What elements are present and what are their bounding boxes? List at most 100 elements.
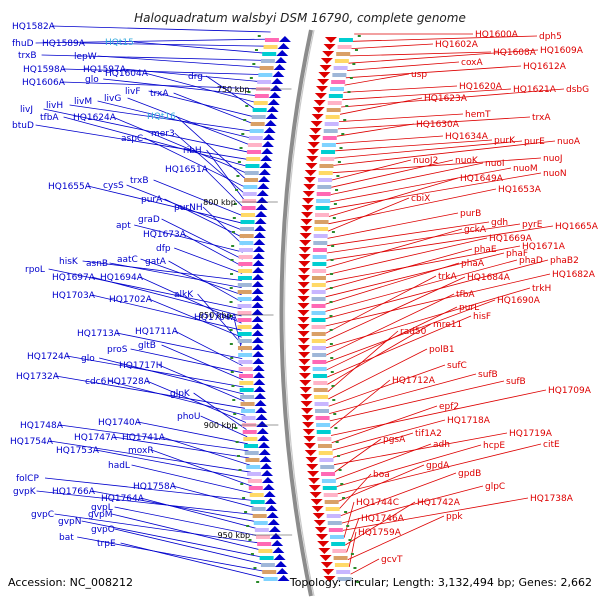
feature-block — [312, 269, 327, 273]
feature-block — [327, 521, 342, 525]
left-connector — [161, 436, 251, 466]
forward-gene-arrow — [251, 274, 264, 280]
forward-gene-arrow — [251, 330, 264, 336]
feature-block — [237, 311, 252, 315]
feature-block — [314, 227, 329, 231]
right-connector — [339, 473, 372, 509]
forward-gene-arrow — [252, 253, 265, 259]
tick-mark — [346, 525, 350, 527]
right-connector — [340, 472, 457, 517]
right-connector — [326, 306, 458, 371]
feature-block — [249, 493, 264, 497]
tick-mark — [231, 385, 235, 387]
right-connector — [325, 248, 473, 290]
tick-mark — [230, 259, 234, 261]
left-label-trpe: trpE — [97, 539, 116, 549]
feature-block — [252, 108, 267, 112]
feature-block — [336, 52, 351, 56]
left-label-hq1740a: HQ1740A — [98, 418, 142, 428]
tick-mark — [334, 427, 338, 429]
forward-gene-arrow — [256, 197, 269, 203]
reverse-gene-arrow — [300, 219, 313, 225]
left-label-trxb: trxB — [130, 176, 149, 186]
left-label-gvpl: gvpL — [91, 503, 113, 513]
feature-block — [331, 542, 346, 546]
left-connector — [103, 78, 259, 97]
right-connector — [329, 167, 512, 203]
reverse-gene-arrow — [300, 401, 313, 407]
forward-gene-arrow — [277, 43, 290, 49]
feature-block — [334, 59, 349, 63]
right-label-phad: phaD — [519, 256, 543, 266]
right-label-phab2: phaB2 — [550, 256, 579, 266]
forward-gene-arrow — [261, 477, 274, 483]
left-connector — [174, 247, 243, 274]
right-connector — [345, 501, 416, 546]
feature-block — [311, 297, 326, 301]
left-label-pros: proS — [107, 345, 128, 355]
feature-block — [237, 297, 252, 301]
feature-block — [312, 262, 327, 266]
feature-block — [314, 220, 329, 224]
right-gene-labels: HQ1600A dph5 HQ1602A HQ1608A HQ1609A coxA HQ16… — [356, 30, 599, 565]
right-connector — [341, 88, 565, 108]
tick-mark — [231, 231, 235, 233]
right-label-coxa: coxA — [461, 58, 484, 68]
right-connector — [335, 443, 432, 480]
right-label-gcvt: gcvT — [381, 555, 403, 565]
feature-block — [238, 353, 253, 357]
feature-block — [316, 192, 331, 196]
feature-block — [336, 570, 351, 574]
right-label-sufb: sufB — [478, 370, 498, 380]
left-label-hq1697a: HQ1697A — [52, 273, 96, 283]
feature-block — [312, 255, 327, 259]
feature-block — [312, 248, 327, 252]
left-label-ribh: ribH — [183, 146, 202, 156]
tick-mark — [232, 217, 236, 219]
right-connector — [347, 61, 460, 71]
left-connector — [114, 506, 260, 537]
tick-mark — [253, 567, 257, 569]
left-connector — [91, 276, 242, 317]
tick-mark — [242, 497, 246, 499]
reverse-gene-arrow — [297, 289, 310, 295]
left-label-hq1703a: HQ1703A — [52, 291, 96, 301]
feature-block — [317, 185, 332, 189]
forward-gene-arrow — [260, 155, 273, 161]
tick-mark — [349, 77, 353, 79]
tick-marks — [229, 35, 361, 583]
feature-block — [245, 458, 260, 462]
forward-gene-arrow — [253, 379, 266, 385]
right-connector — [327, 197, 410, 232]
left-connector — [204, 168, 246, 210]
feature-block — [238, 360, 253, 364]
reverse-gene-arrow — [297, 338, 310, 344]
forward-gene-arrow — [254, 400, 267, 406]
left-connector — [41, 54, 266, 61]
feature-block — [246, 465, 261, 469]
feature-block — [237, 325, 252, 329]
left-label-bat: bat — [59, 533, 74, 543]
right-label-cite: citE — [543, 440, 560, 450]
forward-gene-arrow — [252, 358, 265, 364]
right-label-hq1609a: HQ1609A — [540, 46, 584, 56]
reverse-gene-arrow — [307, 471, 320, 477]
forward-gene-arrow — [258, 169, 271, 175]
right-label-nuoj: nuoJ — [543, 154, 563, 164]
left-connector — [173, 92, 255, 125]
right-label-hq1612a: HQ1612A — [523, 62, 567, 72]
feature-block — [257, 80, 272, 84]
feature-block — [312, 353, 327, 357]
right-connector — [330, 379, 391, 429]
right-label-nuom: nuoM — [513, 164, 538, 174]
left-label-gvpc: gvpC — [31, 510, 54, 520]
scale-mark-label: 850 kbp — [199, 311, 232, 320]
left-label-pura: purA — [141, 195, 163, 205]
feature-block — [333, 556, 348, 560]
tick-mark — [234, 427, 238, 429]
left-connector — [193, 392, 247, 430]
left-label-hq1711a: HQ1711A — [135, 327, 179, 337]
forward-gene-arrow — [256, 190, 269, 196]
left-connector — [200, 415, 248, 438]
feature-block — [242, 192, 257, 196]
